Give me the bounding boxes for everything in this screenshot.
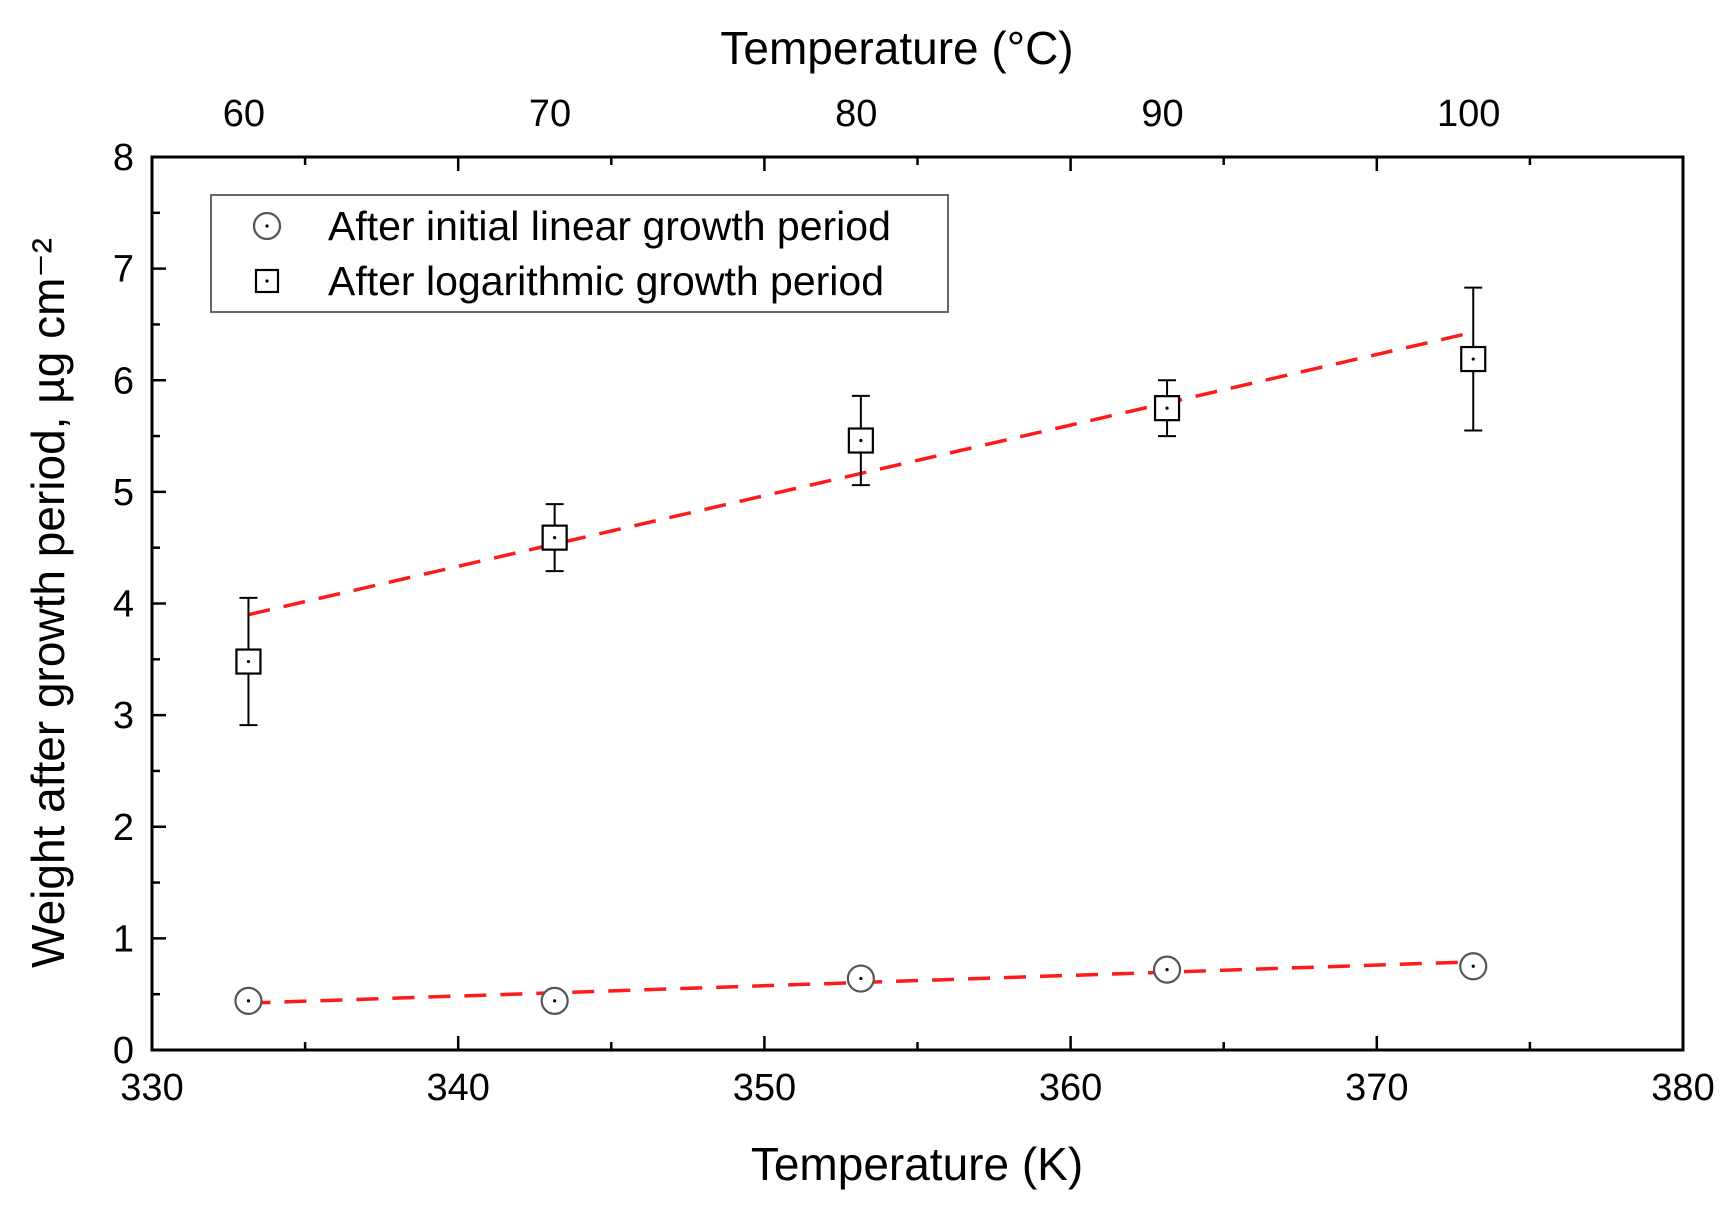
- y-tick-label: 6: [113, 360, 134, 402]
- legend-label-log: After logarithmic growth period: [328, 258, 884, 304]
- legend-circle-dot: [265, 224, 269, 228]
- y-tick-label: 4: [113, 584, 134, 626]
- y-tick-label: 2: [113, 807, 134, 849]
- top-axis-title: Temperature (°C): [720, 22, 1073, 74]
- y-tick-label: 5: [113, 472, 134, 514]
- y-tick-label: 0: [113, 1030, 134, 1072]
- data-point-center: [246, 999, 251, 1003]
- legend: After initial linear growth period After…: [210, 194, 949, 313]
- y-tick-label: 8: [113, 137, 134, 179]
- data-point-square: [235, 648, 262, 675]
- data-point-center: [1471, 964, 1475, 968]
- legend-box: [210, 194, 949, 313]
- top-tick-label: 70: [529, 93, 571, 135]
- data-point-center: [553, 536, 557, 540]
- x-tick-label: 330: [120, 1067, 183, 1109]
- x-tick-label: 380: [1651, 1067, 1714, 1109]
- data-point-center: [1165, 406, 1169, 410]
- y-tick-label: 7: [113, 249, 134, 291]
- data-point-center: [1165, 968, 1169, 972]
- y-tick-label: 1: [113, 918, 134, 960]
- axis-ticks: 330 340 350 360 370 380 0 1 2 3 4 5 6 7 8 60 70 80 90 100: [113, 93, 1715, 1109]
- x-tick-label: 350: [733, 1067, 796, 1109]
- x-tick-label: 370: [1345, 1067, 1408, 1109]
- top-tick-label: 60: [223, 93, 265, 135]
- data-point-center: [246, 659, 251, 664]
- legend-square-dot: [265, 279, 269, 283]
- data-point-square: [1153, 395, 1181, 422]
- data-point-center: [859, 438, 863, 443]
- x-axis-title: Temperature (K): [751, 1138, 1083, 1190]
- top-tick-label: 90: [1141, 93, 1183, 135]
- y-tick-label: 3: [113, 695, 134, 737]
- legend-label-linear: After initial linear growth period: [328, 203, 891, 249]
- x-tick-label: 340: [426, 1067, 489, 1109]
- data-point-center: [859, 976, 863, 981]
- plot-area: [234, 286, 1488, 1015]
- top-tick-label: 100: [1437, 93, 1500, 135]
- data-point-center: [1471, 357, 1475, 361]
- top-tick-label: 80: [835, 93, 877, 135]
- data-point-center: [553, 999, 557, 1003]
- y-axis-title: Weight after growth period, µg cm⁻²: [22, 238, 74, 968]
- x-tick-label: 360: [1039, 1067, 1102, 1109]
